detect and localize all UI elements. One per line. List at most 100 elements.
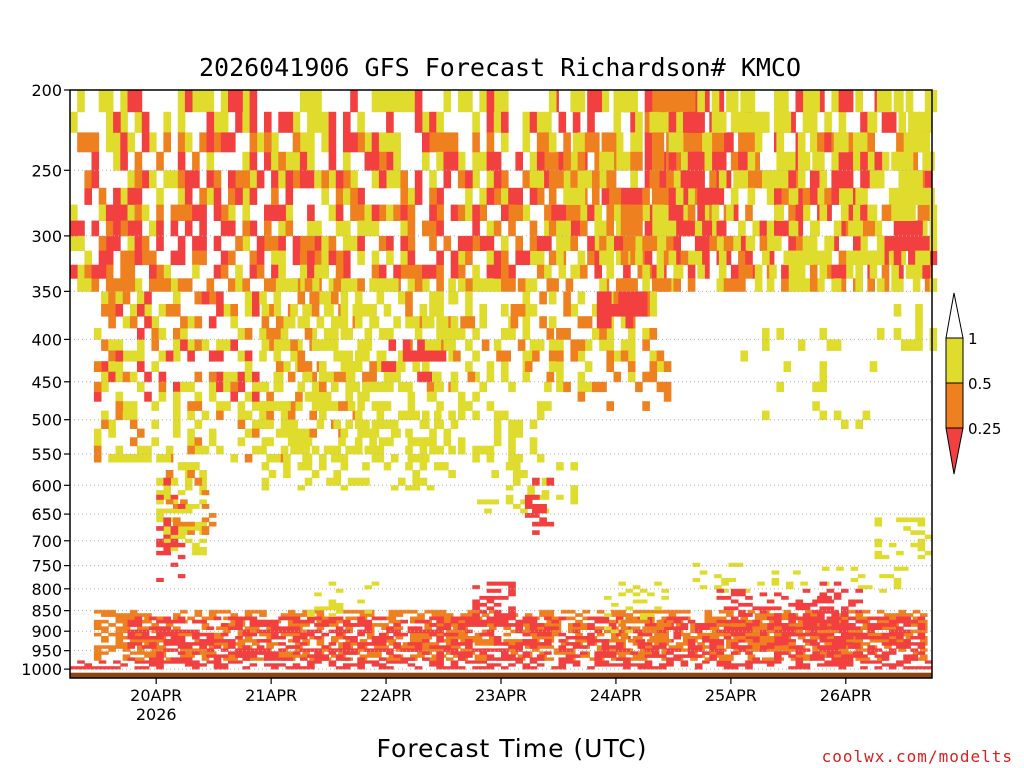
heatmap-cell <box>723 235 732 251</box>
heatmap-cell <box>177 660 186 664</box>
heatmap-cell <box>544 626 552 630</box>
heatmap-cell <box>508 616 516 621</box>
heatmap-cell <box>424 632 432 637</box>
heatmap-cell <box>876 328 885 340</box>
heatmap-cell <box>266 642 274 646</box>
heatmap-cell <box>383 371 392 383</box>
heatmap-cell <box>314 657 322 661</box>
heatmap-cell <box>888 642 897 646</box>
heatmap-cell <box>774 235 782 251</box>
heatmap-cell <box>304 454 313 463</box>
heatmap-cell <box>194 613 203 617</box>
heatmap-cell <box>556 220 564 237</box>
heatmap-cell <box>584 170 593 189</box>
heatmap-cell <box>328 111 337 133</box>
heatmap-cell <box>683 639 691 643</box>
heatmap-cell <box>891 626 899 630</box>
heatmap-cell <box>826 623 835 627</box>
heatmap-cell <box>908 111 916 133</box>
heatmap-cell <box>587 666 595 670</box>
heatmap-cell <box>668 609 677 614</box>
heatmap-cell <box>659 170 667 189</box>
heatmap-cell <box>649 111 658 133</box>
heatmap-cell <box>716 645 725 649</box>
heatmap-cell <box>524 613 533 617</box>
heatmap-cell <box>115 616 124 621</box>
heatmap-cell <box>108 419 116 429</box>
heatmap-cell <box>520 499 528 505</box>
heatmap-cell <box>747 657 756 661</box>
heatmap-cell <box>443 151 452 171</box>
chart-title: 2026041906 GFS Forecast Richardson# KMCO <box>199 53 801 82</box>
heatmap-cell <box>340 485 349 491</box>
x-tick-label: 21APR <box>245 686 297 705</box>
heatmap-cell <box>343 651 351 655</box>
heatmap-cell <box>201 291 210 305</box>
heatmap-cell <box>295 642 303 646</box>
heatmap-cell <box>663 639 672 643</box>
heatmap-cell <box>359 639 368 643</box>
heatmap-cell <box>331 339 339 351</box>
heatmap-cell <box>486 619 495 624</box>
heatmap-cell <box>917 546 926 552</box>
heatmap-cell <box>436 132 444 153</box>
heatmap-cell <box>687 619 696 624</box>
heatmap-cell <box>278 657 286 661</box>
heatmap-cell <box>819 250 828 266</box>
heatmap-cell <box>261 437 270 447</box>
heatmap-cell <box>867 220 875 237</box>
heatmap-cell <box>594 90 602 113</box>
heatmap-cell <box>824 663 832 667</box>
heatmap-cell <box>242 111 250 133</box>
heatmap-cell <box>908 187 916 205</box>
heatmap-cell <box>429 339 437 351</box>
heatmap-cell <box>656 111 665 133</box>
heatmap-cell <box>613 204 622 221</box>
heatmap-cell <box>908 204 916 221</box>
heatmap-cell <box>747 609 756 614</box>
heatmap-cell <box>362 350 370 362</box>
heatmap-cell <box>912 111 921 133</box>
heatmap-cell <box>93 445 102 455</box>
heatmap-cell <box>127 90 136 113</box>
heatmap-cell <box>522 250 531 266</box>
heatmap-cell <box>817 151 825 171</box>
heatmap-cell <box>129 350 138 362</box>
heatmap-cell <box>335 654 344 658</box>
heatmap-cell <box>594 663 602 667</box>
heatmap-cell <box>101 636 109 640</box>
heatmap-cell <box>632 304 641 317</box>
heatmap-cell <box>115 401 124 411</box>
heatmap-cell <box>711 616 720 621</box>
heatmap-cell <box>860 666 868 670</box>
y-tick-label: 850 <box>31 602 62 621</box>
heatmap-cell <box>129 454 138 463</box>
heatmap-cell <box>900 339 909 351</box>
heatmap-cell <box>529 235 538 251</box>
heatmap-cell <box>656 132 665 153</box>
heatmap-cell <box>577 170 586 189</box>
heatmap-cell <box>529 660 538 664</box>
heatmap-cell <box>256 651 265 655</box>
heatmap-cell <box>558 632 567 637</box>
heatmap-cell <box>898 111 907 133</box>
heatmap-cell <box>101 371 109 383</box>
heatmap-cell <box>651 278 660 292</box>
heatmap-cell <box>888 235 897 251</box>
heatmap-cell <box>826 606 835 611</box>
heatmap-cell <box>402 609 411 614</box>
heatmap-cell <box>208 428 217 438</box>
heatmap-cell <box>271 636 279 640</box>
heatmap-cell <box>501 361 509 372</box>
heatmap-cell <box>805 654 813 658</box>
heatmap-cell <box>141 235 150 251</box>
heatmap-cell <box>340 361 349 372</box>
heatmap-cell <box>524 645 533 649</box>
heatmap-cell <box>354 445 363 455</box>
heatmap-cell <box>156 666 164 670</box>
heatmap-cell <box>335 602 344 607</box>
heatmap-cell <box>611 613 619 617</box>
y-tick-label: 500 <box>31 411 62 430</box>
heatmap-cell <box>762 642 770 646</box>
heatmap-cell <box>855 187 863 205</box>
